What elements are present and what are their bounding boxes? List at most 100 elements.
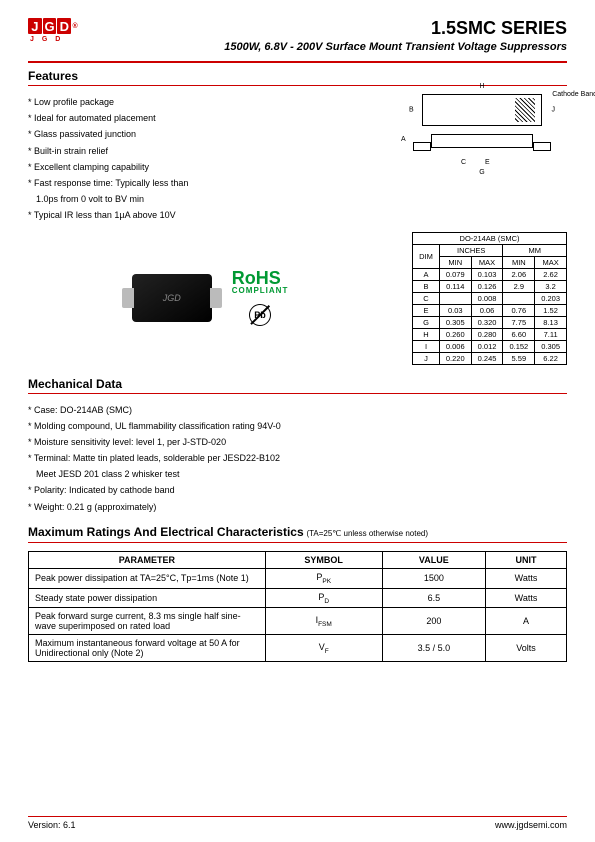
characteristics-table: PARAMETER SYMBOL VALUE UNIT Peak power d… [28,551,567,663]
dim-label-c: C [461,159,466,166]
dimension-cell: 0.76 [503,304,535,316]
characteristics-row: Peak power dissipation at TA=25°C, Tp=1m… [29,568,567,588]
dim-label-j: J [552,107,556,114]
maxratings-heading: Maximum Ratings And Electrical Character… [28,525,304,539]
dimension-cell: 5.59 [503,352,535,364]
unit-cell: Volts [486,635,567,662]
dimension-cell: 0.114 [439,280,471,292]
pb-free-icon: Pb [249,304,271,326]
characteristics-row: Peak forward surge current, 8.3 ms singl… [29,608,567,635]
maxratings-section: Maximum Ratings And Electrical Character… [28,525,567,663]
feature-item: * Fast response time: Typically less tha… [28,175,377,191]
dimension-cell: 3.2 [535,280,567,292]
value-cell: 3.5 / 5.0 [382,635,485,662]
dimension-cell: 0.079 [439,268,471,280]
symbol-cell: VF [265,635,382,662]
logo-subtext: J G D [30,36,78,43]
dimension-cell: 0.03 [439,304,471,316]
value-cell: 1500 [382,568,485,588]
page-footer: Version: 6.1 www.jgdsemi.com [28,816,567,830]
dim-label-g: G [479,169,484,176]
features-list: * Low profile package * Ideal for automa… [28,94,377,224]
param-cell: Steady state power dissipation [29,588,266,608]
package-outline-drawing: H B J Cathode Band A C E G [397,94,567,224]
mech-item: * Molding compound, UL flammability clas… [28,418,567,434]
char-param-header: PARAMETER [29,551,266,568]
logo-letter: J [28,18,42,34]
dimension-cell: 7.11 [535,328,567,340]
dimension-cell: 0.06 [471,304,503,316]
rohs-badge: RoHS COMPLIANT [232,270,289,293]
dimension-cell: 0.305 [439,316,471,328]
rohs-text: RoHS [232,270,289,286]
series-subtitle: 1500W, 6.8V - 200V Surface Mount Transie… [78,41,567,53]
unit-cell: A [486,608,567,635]
dimension-cell: 0.305 [535,340,567,352]
dimension-cell: E [413,304,440,316]
section-rule [28,85,567,86]
mech-item: * Terminal: Matte tin plated leads, sold… [28,450,567,466]
website-url: www.jgdsemi.com [495,820,567,830]
dimension-cell: 2.9 [503,280,535,292]
param-cell: Peak power dissipation at TA=25°C, Tp=1m… [29,568,266,588]
dimension-row: H0.2600.2806.607.11 [413,328,567,340]
version-text: Version: 6.1 [28,820,76,830]
rohs-compliant-text: COMPLIANT [232,287,289,294]
dimension-cell: 7.75 [503,316,535,328]
dimtable-title: DO-214AB (SMC) [413,232,567,244]
dimension-cell: 0.220 [439,352,471,364]
feature-item: 1.0ps from 0 volt to BV min [36,191,377,207]
dimension-cell: 1.52 [535,304,567,316]
dimtable-max: MAX [535,256,567,268]
feature-item: * Built-in strain relief [28,143,377,159]
symbol-cell: PD [265,588,382,608]
value-cell: 200 [382,608,485,635]
char-value-header: VALUE [382,551,485,568]
dimtable-min: MIN [439,256,471,268]
dimension-table: DO-214AB (SMC) DIM INCHES MM MIN MAX MIN… [412,232,567,365]
characteristics-row: Maximum instantaneous forward voltage at… [29,635,567,662]
dimension-row: A0.0790.1032.062.62 [413,268,567,280]
header-rule [28,61,567,63]
dim-label-e: E [485,159,490,166]
mechanical-list: * Case: DO-214AB (SMC) * Molding compoun… [28,402,567,515]
dimension-cell: 0.008 [471,292,503,304]
mechanical-section: Mechanical Data * Case: DO-214AB (SMC) *… [28,377,567,515]
dimtable-max: MAX [471,256,503,268]
dimension-row: I0.0060.0120.1520.305 [413,340,567,352]
logo-letter: G [43,18,57,34]
dimtable-min: MIN [503,256,535,268]
dimension-cell: H [413,328,440,340]
dimension-cell: C [413,292,440,304]
dimension-cell: 0.203 [535,292,567,304]
dimension-cell: 0.245 [471,352,503,364]
feature-item: * Typical IR less than 1µA above 10V [28,207,377,223]
dim-label-h: H [479,83,484,90]
dimension-row: E0.030.060.761.52 [413,304,567,316]
param-cell: Maximum instantaneous forward voltage at… [29,635,266,662]
dimension-cell: 0.126 [471,280,503,292]
feature-item: * Low profile package [28,94,377,110]
mech-item: * Case: DO-214AB (SMC) [28,402,567,418]
dimtable-mm-header: MM [503,244,567,256]
section-rule [28,542,567,543]
dimension-cell: 2.62 [535,268,567,280]
dimension-cell [439,292,471,304]
logo-letter: D [57,18,71,34]
dimension-cell: G [413,316,440,328]
value-cell: 6.5 [382,588,485,608]
page-header: J G D ® J G D 1.5SMC SERIES 1500W, 6.8V … [28,18,567,53]
title-block: 1.5SMC SERIES 1500W, 6.8V - 200V Surface… [78,18,567,53]
package-photo: JGD [132,274,212,322]
mech-item: * Weight: 0.21 g (approximately) [28,499,567,515]
dimtable-inches-header: INCHES [439,244,503,256]
dimension-row: B0.1140.1262.93.2 [413,280,567,292]
mech-item: * Polarity: Indicated by cathode band [28,482,567,498]
features-section: Features * Low profile package * Ideal f… [28,69,567,224]
dimension-cell: I [413,340,440,352]
dimtable-dim-header: DIM [413,244,440,268]
char-symbol-header: SYMBOL [265,551,382,568]
dimension-cell: 0.260 [439,328,471,340]
cathode-band-label: Cathode Band [552,91,595,98]
pb-text: Pb [254,310,266,320]
